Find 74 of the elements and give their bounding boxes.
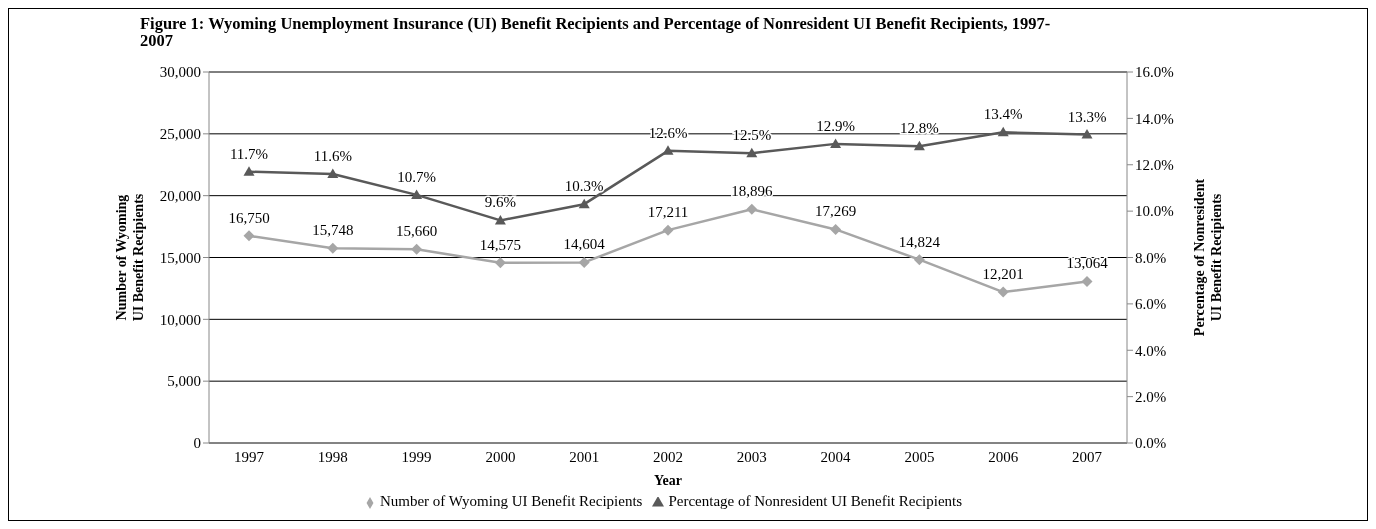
y2-tick-label: 16.0%: [1135, 64, 1174, 81]
y2-tick-label: 8.0%: [1135, 249, 1167, 266]
x-tick-label: 1997: [234, 448, 265, 465]
point: [327, 168, 339, 179]
x-tick-label: 2003: [736, 448, 767, 465]
x-tick-label: 2004: [820, 448, 852, 465]
data-label: 12.8%: [900, 120, 939, 137]
point: [243, 166, 255, 176]
point: [997, 126, 1009, 137]
data-label: 17,269: [814, 203, 857, 220]
data-label: 11.6%: [313, 148, 352, 165]
y-tick-label: 10,000: [159, 311, 201, 328]
point: [411, 243, 423, 255]
point: [1081, 275, 1093, 287]
x-tick-label: 1999: [401, 448, 432, 465]
data-label: 10.7%: [397, 168, 436, 185]
y2-tick-label: 6.0%: [1135, 296, 1167, 313]
x-tick-label: 1998: [317, 448, 348, 465]
data-label: 12,201: [982, 266, 1024, 283]
y2-tick-label: 4.0%: [1135, 342, 1167, 359]
y-tick-label: 25,000: [159, 126, 201, 143]
x-tick-label: 2001: [569, 448, 600, 465]
point: [662, 224, 674, 236]
data-label: 15,748: [312, 222, 354, 239]
data-label: 12.9%: [816, 117, 855, 134]
x-tick-label: 2002: [653, 448, 683, 465]
point: [662, 145, 674, 155]
y2-tick-label: 10.0%: [1135, 203, 1174, 220]
x-tick-label: 2007: [1072, 448, 1103, 465]
point: [830, 138, 842, 148]
x-tick-label: 2000: [485, 448, 516, 465]
y2-tick-label: 2.0%: [1135, 388, 1167, 405]
legend-label: Percentage of Nonresident UI Benefit Recipients: [668, 493, 963, 509]
data-label: 13.3%: [1067, 108, 1107, 125]
data-label: 14,604: [563, 236, 606, 253]
point: [578, 198, 590, 209]
data-label: 13,064: [1066, 255, 1109, 272]
x-axis-title: Year: [654, 473, 682, 488]
data-label: 14,824: [898, 233, 941, 250]
point: [327, 242, 339, 254]
data-label: 17,211: [647, 204, 689, 221]
chart-title: Figure 1: Wyoming Unemployment Insurance (UI) Benefit Recipients and Percentage of Nonresident UI Benefit Recipients, 1997-2007: [140, 14, 1052, 50]
y-tick-label: 30,000: [159, 64, 201, 81]
point: [411, 189, 423, 199]
point: [494, 214, 506, 225]
point: [746, 203, 758, 215]
point: [997, 286, 1009, 298]
point: [578, 256, 590, 268]
y2-axis-title: Percentage of Nonresident UI Benefit Recipients: [1191, 178, 1224, 337]
point: [243, 230, 255, 242]
y-axis-title: Number of Wyoming UI Benefit Recipients: [113, 193, 146, 322]
x-tick-label: 2005: [904, 448, 935, 465]
data-label: 13.4%: [983, 106, 1023, 123]
data-label: 15,660: [395, 223, 438, 240]
y2-tick-label: 12.0%: [1135, 157, 1174, 174]
y-tick-label: 0: [193, 435, 201, 452]
point: [830, 223, 842, 235]
y-tick-label: 20,000: [159, 187, 201, 204]
data-label: 14,575: [479, 236, 522, 253]
data-label: 11.7%: [229, 145, 269, 162]
point: [1081, 129, 1093, 139]
y2-tick-label: 0.0%: [1135, 435, 1167, 452]
point: [913, 140, 925, 151]
data-label: 10.3%: [564, 178, 604, 195]
data-label: 9.6%: [484, 194, 517, 211]
y-tick-label: 15,000: [159, 249, 201, 266]
x-tick-label: 2006: [988, 448, 1019, 465]
point: [746, 147, 758, 158]
point: [494, 257, 506, 269]
y2-tick-label: 14.0%: [1135, 110, 1174, 127]
point: [913, 254, 925, 266]
y-tick-label: 5,000: [167, 373, 201, 390]
data-label: 16,750: [228, 209, 270, 226]
legend-label: Number of Wyoming UI Benefit Recipients: [379, 493, 643, 509]
